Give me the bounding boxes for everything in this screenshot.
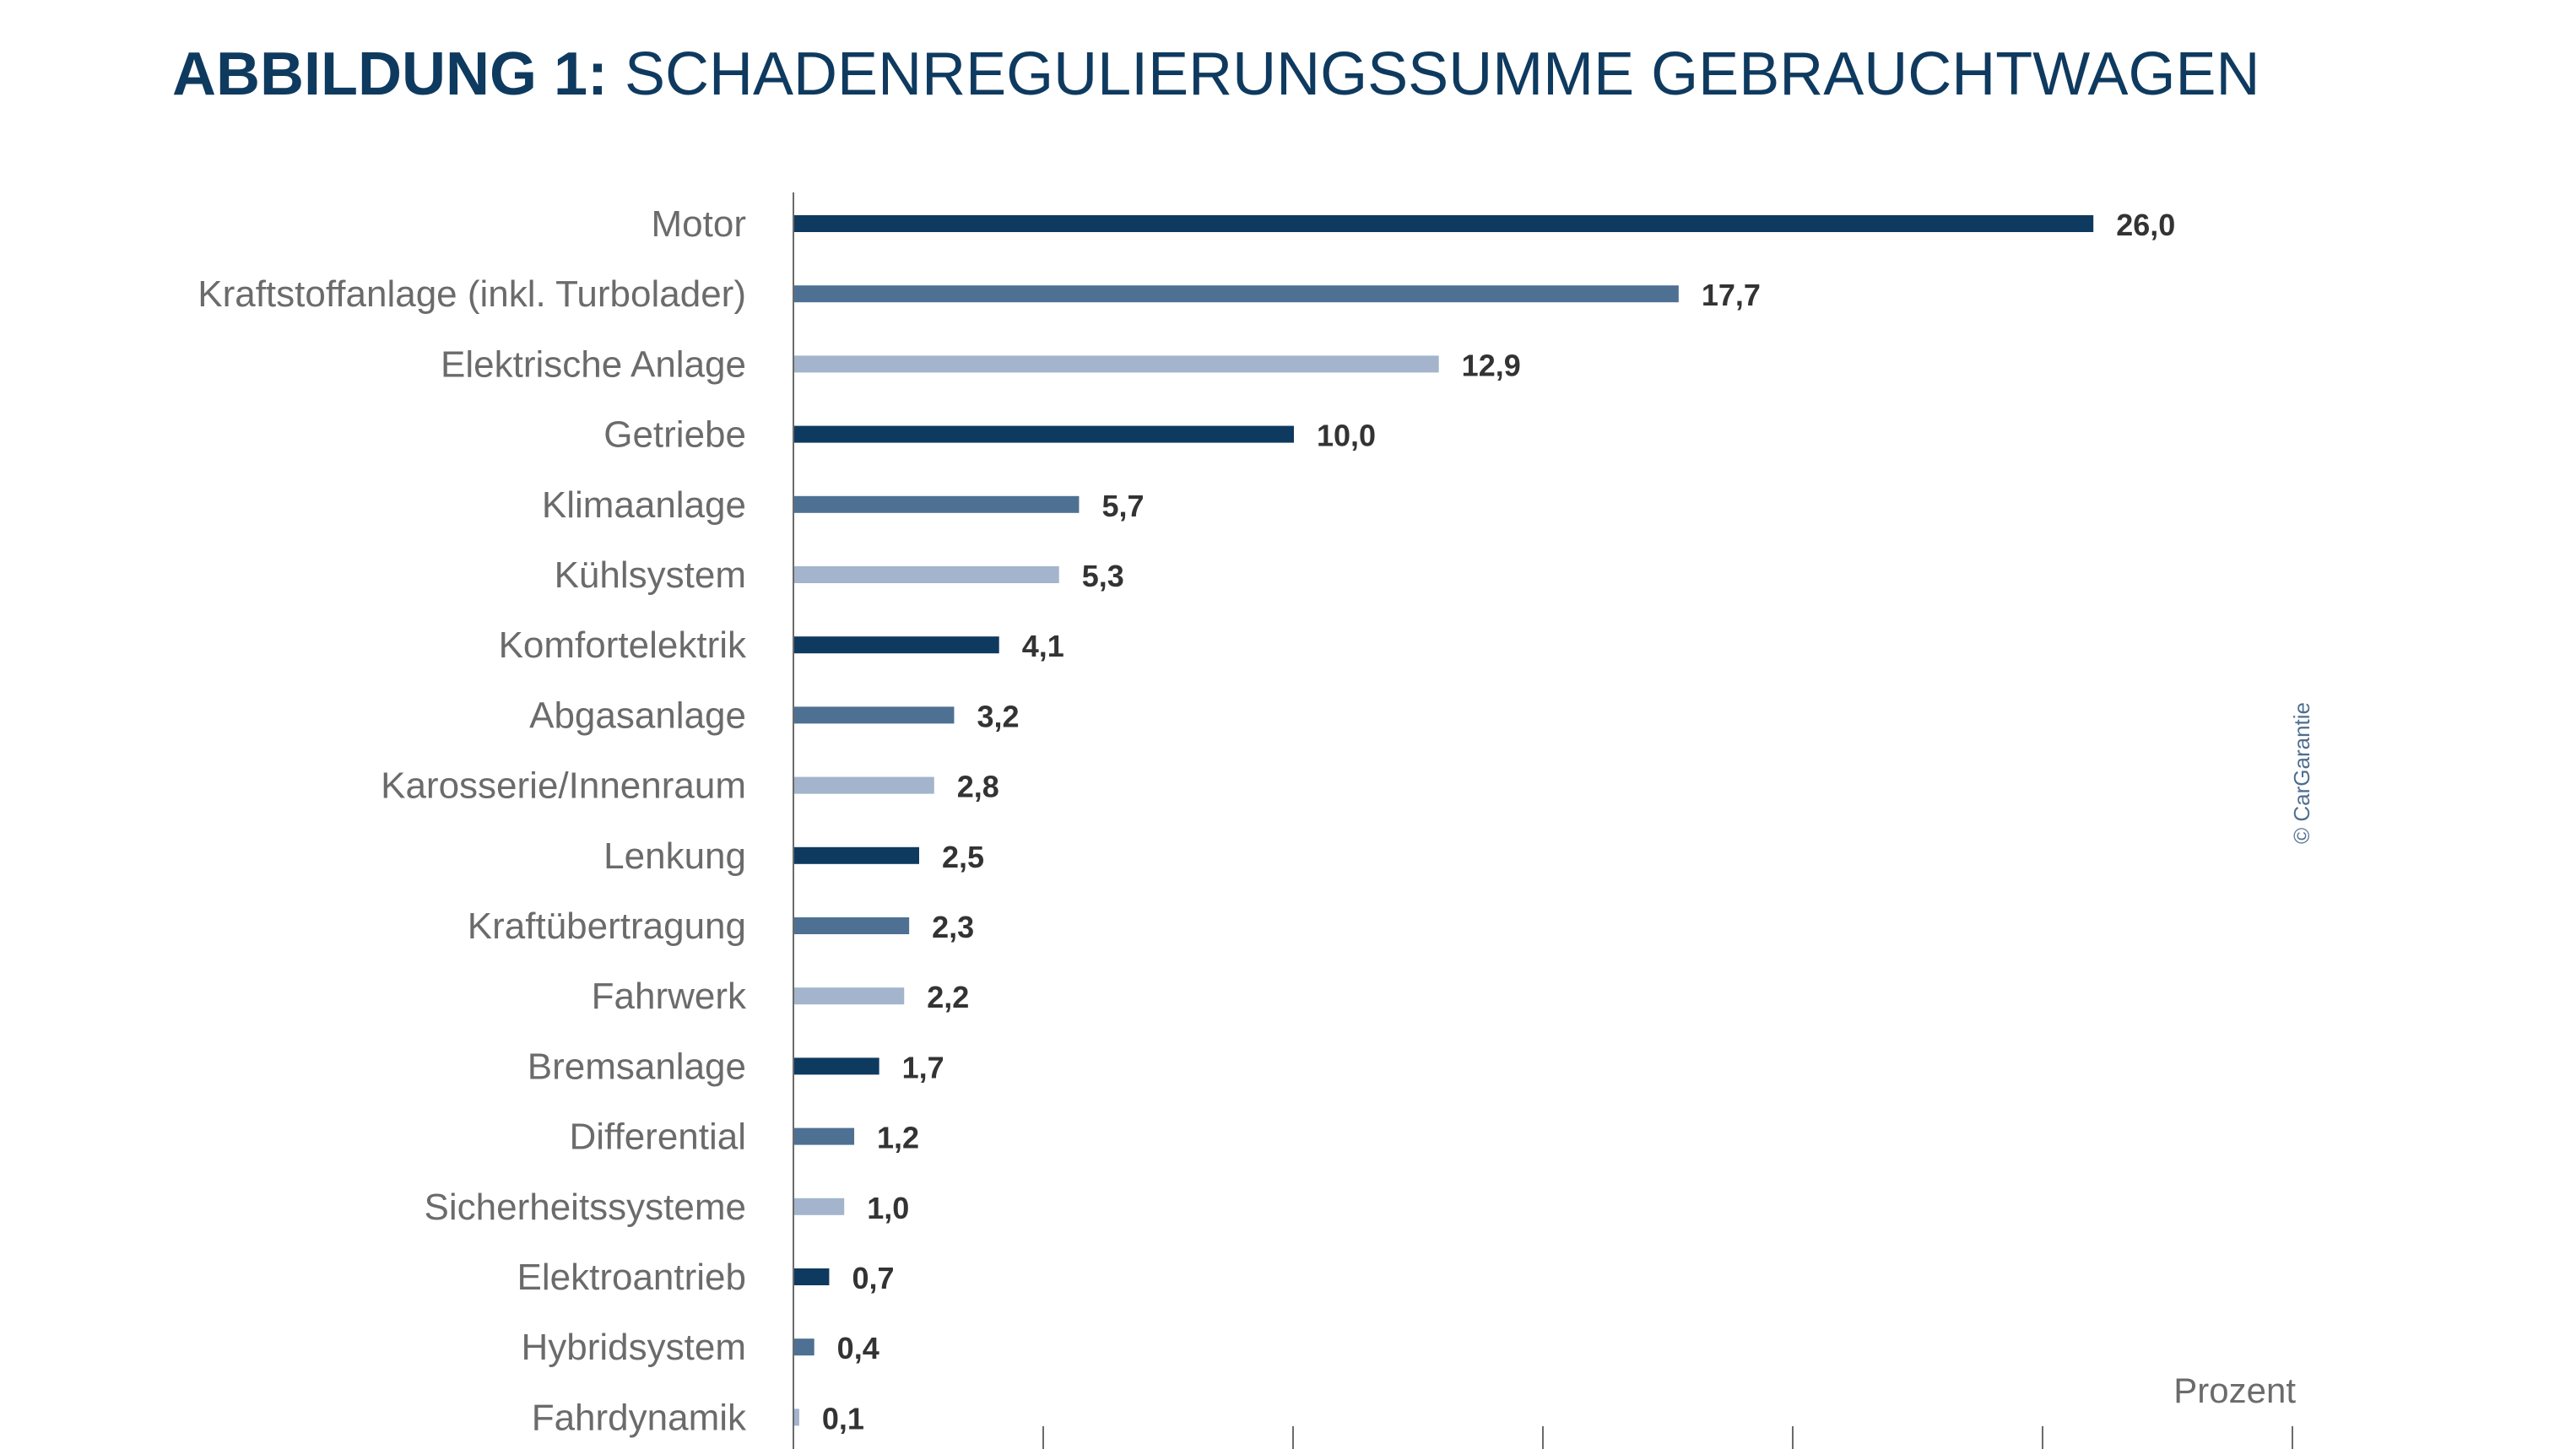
category-label: Sicherheitssysteme [425, 1187, 746, 1228]
category-label: Abgasanlage [529, 695, 746, 736]
bar [794, 285, 1679, 303]
value-label: 2,5 [942, 840, 984, 874]
value-label: 1,0 [867, 1191, 909, 1225]
value-label: 17,7 [1702, 278, 1761, 312]
chart-title: ABBILDUNG 1: SCHADENREGULIERUNGSSUMME GE… [172, 44, 2260, 105]
value-label: 5,3 [1082, 559, 1124, 593]
category-label: Lenkung [603, 835, 746, 877]
bar [794, 1408, 799, 1426]
value-label: 1,2 [877, 1121, 919, 1155]
bar [794, 1127, 855, 1145]
bar [794, 706, 955, 724]
bar [794, 1057, 879, 1075]
chart-title-prefix: ABBILDUNG 1: [172, 41, 608, 108]
bar [794, 1198, 845, 1215]
category-label: Kraftstoffanlage (inkl. Turbolader) [198, 273, 746, 315]
category-label: Bremsanlage [528, 1046, 746, 1087]
category-label: Elektroantrieb [517, 1257, 746, 1298]
bar [794, 355, 1439, 373]
bar [794, 1268, 830, 1285]
value-label: 1,7 [902, 1050, 944, 1084]
bar [794, 215, 2094, 232]
bar [794, 566, 1059, 583]
category-label: Komfortelektrik [499, 624, 747, 666]
value-label: 0,4 [837, 1331, 879, 1365]
chart-title-text: SCHADENREGULIERUNGSSUMME GEBRAUCHTWAGEN [625, 41, 2260, 108]
bar [794, 1338, 814, 1356]
category-label: Kraftübertragung [468, 906, 746, 947]
value-label: 5,7 [1101, 489, 1144, 523]
value-label: 0,1 [822, 1401, 864, 1435]
value-label: 2,2 [927, 980, 969, 1014]
value-label: 3,2 [977, 699, 1019, 733]
category-label: Getriebe [603, 414, 746, 456]
value-label: 26,0 [2116, 208, 2175, 242]
value-label: 2,3 [932, 910, 974, 944]
value-label: 0,7 [852, 1261, 894, 1295]
value-label: 2,8 [957, 770, 999, 804]
bar [794, 917, 910, 934]
category-label: Fahrdynamik [532, 1397, 747, 1438]
value-label: 10,0 [1317, 419, 1376, 453]
bar [794, 636, 999, 654]
category-label: Karosserie/Innenraum [381, 765, 746, 807]
category-label: Motor [652, 203, 746, 245]
x-axis-unit-label: Prozent [2173, 1371, 2296, 1410]
x-axis-ticks [1042, 1426, 2293, 1449]
category-label: Hybridsystem [522, 1327, 747, 1368]
category-label: Kühlsystem [555, 554, 746, 596]
value-label: 4,1 [1022, 629, 1064, 663]
bar [794, 987, 905, 1005]
value-label: 12,9 [1462, 348, 1521, 382]
category-label: Elektrische Anlage [441, 343, 746, 385]
bars-group: Motor 26,0 Kraftstoffanlage (inkl. Turbola… [198, 203, 2175, 1438]
bar [794, 776, 934, 794]
category-label: Fahrwerk [592, 976, 747, 1017]
bar [794, 495, 1080, 513]
bar [794, 425, 1294, 443]
copyright-note: © CarGarantie [2289, 702, 2314, 844]
bar [794, 846, 919, 864]
category-label: Differential [569, 1116, 746, 1158]
category-label: Klimaanlage [542, 484, 746, 526]
